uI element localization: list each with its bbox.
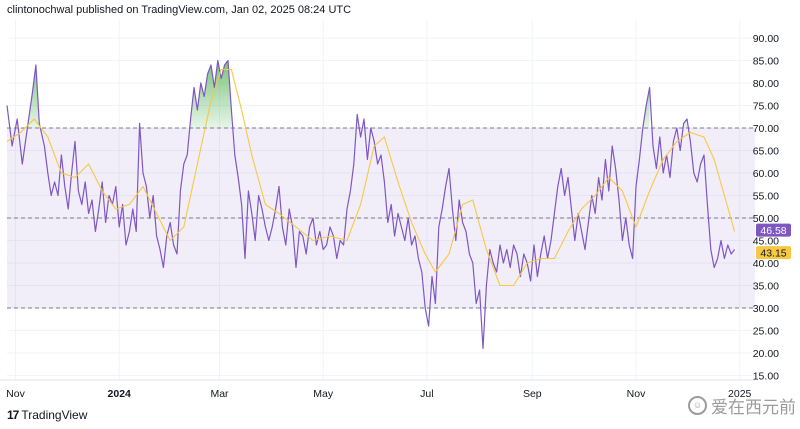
publisher-attribution: clintonochwal published on TradingView.c… (7, 4, 352, 16)
y-tick-label: 20.00 (753, 348, 779, 360)
y-tick-label: 35.00 (753, 281, 779, 293)
y-tick-label: 65.00 (753, 146, 779, 158)
x-tick-label: 2025 (728, 388, 752, 400)
y-tick-label: 55.00 (753, 191, 779, 203)
y-tick-label: 90.00 (753, 33, 779, 45)
y-tick-label: 25.00 (753, 326, 779, 338)
watermark-text: 爱在西元前 (711, 398, 796, 417)
tradingview-logo-icon: 17 (7, 408, 19, 422)
ma-value-badge-bg (756, 223, 791, 237)
x-tick-label: Mar (210, 388, 229, 400)
y-tick-label: 15.00 (753, 371, 779, 383)
rsi-value-badge-bg (756, 246, 791, 260)
watermark-icon: ☺ (688, 396, 707, 415)
x-tick-label: May (313, 388, 334, 400)
x-tick-label: Jul (420, 388, 433, 400)
tradingview-brand[interactable]: 17 TradingView (7, 408, 87, 422)
x-tick-label: Nov (6, 388, 25, 400)
x-tick-label: Sep (523, 388, 542, 400)
y-tick-label: 50.00 (753, 213, 779, 225)
y-tick-label: 75.00 (753, 101, 779, 113)
rsi-line (6, 59, 736, 350)
x-tick-label: 2024 (108, 388, 132, 400)
rsi-ma-line (6, 68, 736, 287)
ma-value-badge: 46.58 (760, 225, 786, 237)
y-tick-label: 70.00 (753, 123, 779, 135)
brand-name: TradingView (21, 408, 88, 422)
overbought-fill (27, 60, 687, 128)
watermark: ☺ 爱在西元前 (688, 393, 796, 418)
x-tick-label: Nov (627, 388, 646, 400)
rsi-value-badge: 43.15 (760, 248, 786, 260)
y-tick-label: 80.00 (753, 78, 779, 90)
y-tick-label: 40.00 (753, 258, 779, 270)
y-tick-label: 85.00 (753, 56, 779, 68)
y-tick-label: 30.00 (753, 303, 779, 315)
y-tick-label: 60.00 (753, 168, 779, 180)
y-tick-label: 45.00 (753, 236, 779, 248)
